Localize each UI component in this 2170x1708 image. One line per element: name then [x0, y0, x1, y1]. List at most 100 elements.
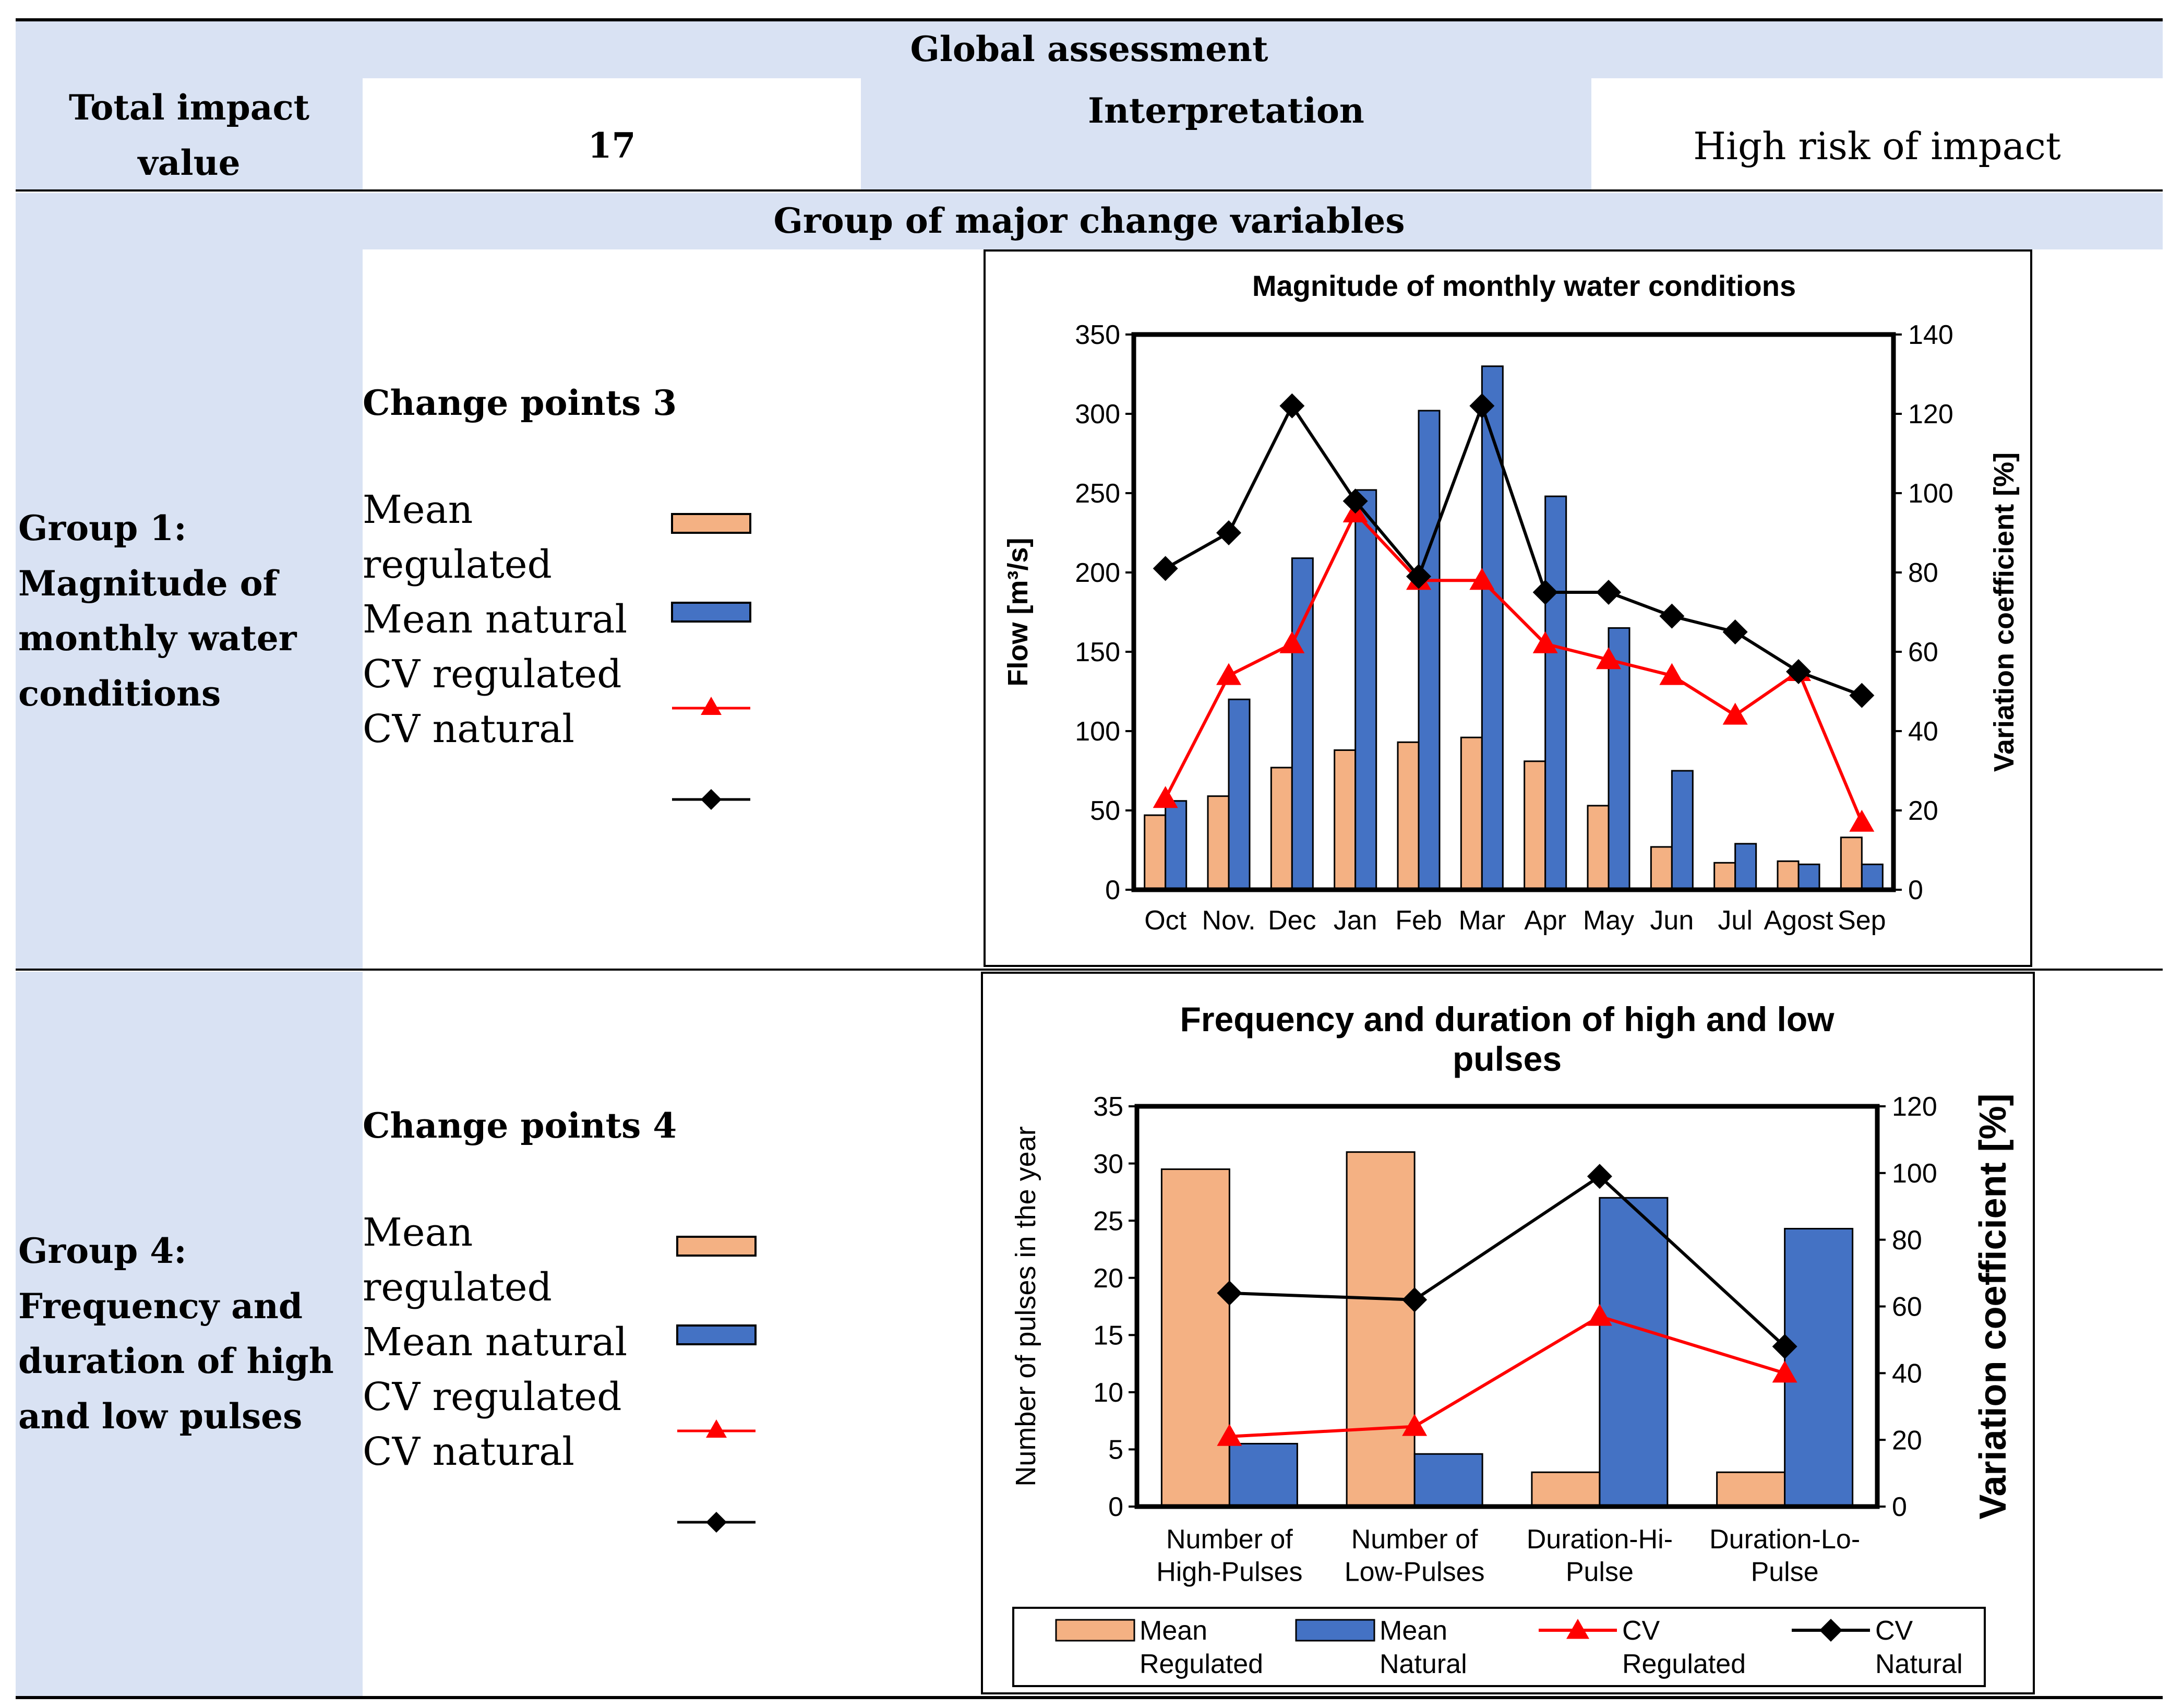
- y2-tick-label: 80: [1892, 1225, 1922, 1256]
- group4-change-points: Change points 4: [363, 1105, 677, 1146]
- marker-cv-regulated: [1596, 647, 1621, 670]
- y2-tick-label: 60: [1908, 637, 1938, 667]
- x-tick-label: Low-Pulses: [1345, 1557, 1485, 1587]
- bar-mean-regulated: [1144, 814, 1167, 891]
- legend-swatch-mean-natural: [1295, 1619, 1375, 1642]
- legend-label-cv-regulated: CV regulated: [363, 1375, 622, 1420]
- y2-tick-label: 20: [1908, 796, 1938, 826]
- bar-mean-regulated: [1713, 862, 1736, 891]
- legend-swatch-mean-natural: [671, 602, 751, 623]
- marker-cv-natural: [1772, 1334, 1797, 1359]
- bar-mean-regulated: [1334, 749, 1357, 891]
- group1-label: Group 1: Magnitude of monthly water cond…: [18, 508, 297, 714]
- bar-mean-natural: [1784, 1227, 1854, 1508]
- marker-cv-regulated: [1469, 568, 1495, 590]
- legend-text-line-2: Regulated: [1622, 1649, 1746, 1679]
- chart-title-line-1: Frequency and duration of high and low: [1180, 1000, 1835, 1038]
- bar-mean-natural: [1861, 863, 1884, 891]
- legend-label-cv-regulated: CV regulated: [363, 652, 622, 697]
- group4-label: Group 4: Frequency and duration of high …: [18, 1231, 334, 1437]
- bar-mean-natural: [1413, 1453, 1483, 1508]
- bar-mean-regulated: [1160, 1168, 1230, 1508]
- x-tick-label: Jan: [1334, 905, 1377, 936]
- bar-mean-natural: [1671, 770, 1694, 891]
- legend-text-line-1: Mean: [1140, 1616, 1207, 1646]
- bar-mean-regulated: [1716, 1471, 1786, 1508]
- legend-swatch-mean-regulated: [1055, 1619, 1135, 1642]
- y-tick-label: 15: [1093, 1320, 1123, 1351]
- marker-cv-natural: [1342, 488, 1368, 514]
- global-title: Global assessment: [910, 29, 1268, 70]
- bar-mean-natural: [1228, 1442, 1298, 1508]
- x-tick-label: Jul: [1718, 905, 1752, 936]
- y2-tick-label: 140: [1908, 320, 1953, 350]
- bar-mean-natural: [1608, 627, 1631, 891]
- legend-marker-cv-regulated: [1566, 1619, 1589, 1639]
- chart1-frame: Magnitude of monthly water conditions 0 50…: [984, 249, 2032, 967]
- y-tick-label: 300: [1075, 399, 1120, 429]
- table-bottom-rule: [16, 1696, 2163, 1699]
- y-tick-label: 350: [1075, 320, 1120, 350]
- bar-mean-natural: [1734, 843, 1757, 891]
- bar-mean-regulated: [1650, 846, 1673, 891]
- x-tick-label: Sep: [1838, 905, 1886, 936]
- group1-label-cell: [16, 249, 363, 970]
- chart1-svg: Magnitude of monthly water conditions 0 50…: [1002, 269, 2020, 936]
- y-tick-label: 30: [1093, 1149, 1123, 1179]
- plot-area-border: [1131, 332, 1896, 892]
- chart-title-line-1: Magnitude of monthly water conditions: [1252, 269, 1796, 302]
- x-tick-label: Oct: [1144, 905, 1186, 936]
- marker-cv-regulated: [1532, 631, 1558, 653]
- marker-cv-regulated: [1722, 702, 1748, 725]
- rule-after-global: [16, 189, 2163, 192]
- legend-marker-cv-natural: [1819, 1619, 1842, 1642]
- y2-tick-label: 80: [1908, 558, 1938, 588]
- y2-tick-label: 0: [1908, 875, 1923, 905]
- y2-tick-label: 100: [1908, 479, 1953, 509]
- chart2-svg: Frequency and duration of high and lowpu…: [1010, 1000, 2014, 1687]
- marker-cv-regulated: [1217, 1424, 1242, 1446]
- marker-cv-regulated: [1153, 786, 1178, 808]
- x-tick-label: Feb: [1395, 905, 1442, 936]
- x-tick-label: Agost: [1764, 905, 1834, 936]
- x-tick-label: Dec: [1268, 905, 1316, 936]
- marker-cv-natural: [1216, 520, 1241, 545]
- y2-tick-label: 0: [1892, 1492, 1907, 1522]
- y2-tick-label: 100: [1892, 1158, 1937, 1189]
- bar-mean-regulated: [1460, 736, 1483, 891]
- legend-text-line-2: Natural: [1380, 1649, 1467, 1679]
- y-tick-label: 0: [1108, 1492, 1123, 1522]
- group1-legend-symbols: [671, 513, 751, 810]
- x-tick-label: Nov.: [1202, 905, 1255, 936]
- legend-swatch-mean-natural: [676, 1324, 757, 1345]
- legend-label-cv-natural: CV natural: [363, 707, 574, 752]
- line-cv-natural: [1165, 401, 1863, 697]
- x-tick-label: Number of: [1351, 1524, 1478, 1555]
- y-tick-label: 200: [1075, 558, 1120, 588]
- total-impact-label: Total impact value: [68, 87, 310, 183]
- group4-legend-symbols: [676, 1236, 757, 1533]
- marker-cv-regulated: [1772, 1360, 1797, 1383]
- line-cv-regulated: [1164, 510, 1864, 823]
- x-tick-label: Mar: [1459, 905, 1506, 936]
- marker-cv-natural: [1849, 683, 1875, 708]
- chart2-frame: Frequency and duration of high and low pu…: [981, 972, 2035, 1694]
- legend-swatch-mean-regulated: [676, 1236, 757, 1257]
- legend-marker-cv-natural: [706, 1512, 727, 1533]
- legend-text-line-1: Mean: [1380, 1616, 1447, 1646]
- x-tick-label: Pulse: [1751, 1557, 1819, 1587]
- y-tick-label: 250: [1075, 479, 1120, 509]
- legend-swatch-mean-regulated: [671, 513, 751, 534]
- y2-axis-title: Variation coefficient [%]: [1988, 452, 2020, 772]
- marker-cv-regulated: [1659, 663, 1685, 685]
- group1-legend-labels: Mean regulated Mean natural CV regulated…: [363, 483, 655, 757]
- group1-change-points: Change points 3: [363, 383, 677, 423]
- legend-text-line-2: Regulated: [1140, 1649, 1263, 1679]
- table-top-rule: [16, 18, 2163, 21]
- line-cv-natural: [1229, 1174, 1786, 1348]
- bar-mean-regulated: [1207, 795, 1230, 891]
- y-tick-label: 35: [1093, 1092, 1123, 1122]
- bar-mean-natural: [1544, 495, 1567, 891]
- marker-cv-natural: [1786, 659, 1811, 684]
- x-tick-label: May: [1583, 905, 1634, 936]
